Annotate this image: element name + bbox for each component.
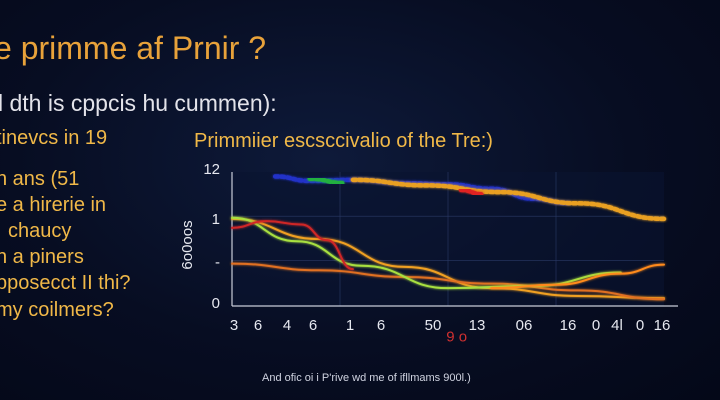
series-line (350, 177, 667, 222)
page-title: e primme af Prnir ? (0, 30, 267, 66)
footnote: And ofic oi i P'rive wd me of ifllmams 9… (262, 372, 471, 384)
x-tick-label: 3 (230, 317, 238, 334)
y-axis-label: 6o0oos (179, 220, 196, 269)
x-tick-label: 16 (560, 317, 577, 334)
series-line (231, 262, 665, 301)
chart-axes (231, 172, 678, 307)
x-tick-label: 1 (346, 317, 354, 334)
chart-annotation: 9 o (446, 329, 467, 346)
left-text-line: pposecct II thi? (0, 272, 131, 294)
series-line (490, 263, 665, 290)
x-tick-label: 0 (592, 317, 600, 334)
left-text-line: tinevcs in 19 (0, 127, 108, 149)
y-tick-label: 0 (212, 295, 220, 312)
y-tick-label: - (215, 254, 220, 271)
x-tick-label: 6 (309, 317, 317, 334)
x-tick-label: 0 (636, 317, 644, 334)
y-tick-label: 12 (203, 161, 220, 178)
series-group (231, 174, 667, 301)
x-tick-label: 4l (611, 317, 623, 334)
x-tick-label: 6 (254, 317, 262, 334)
x-tick-label: 16 (654, 317, 671, 334)
grid-lines (232, 172, 664, 306)
x-tick-label: 13 (469, 317, 486, 334)
page-subtitle: l dth is cppcis hu cummen): (0, 90, 277, 116)
left-text-line: chaucy (8, 220, 72, 242)
left-text-line: n ans (51 (0, 168, 80, 190)
series-line (231, 217, 665, 300)
left-text-line: h a piners (0, 246, 84, 268)
chart-title: Primmiier escsccivalio of the Tre:) (194, 130, 493, 152)
annotations: 9 o (446, 329, 467, 346)
left-text-line: e a hirerie in (0, 194, 107, 216)
series-line (458, 187, 485, 197)
x-tick-label: 06 (516, 317, 533, 334)
x-tick-label: 50 (425, 317, 442, 334)
y-tick-label: 1 (212, 211, 220, 228)
x-tick-label: 6 (377, 317, 385, 334)
series-line (307, 176, 347, 186)
series-line (231, 220, 354, 271)
left-text-line: my coilmers? (0, 299, 114, 321)
x-tick-label: 4 (283, 317, 291, 334)
